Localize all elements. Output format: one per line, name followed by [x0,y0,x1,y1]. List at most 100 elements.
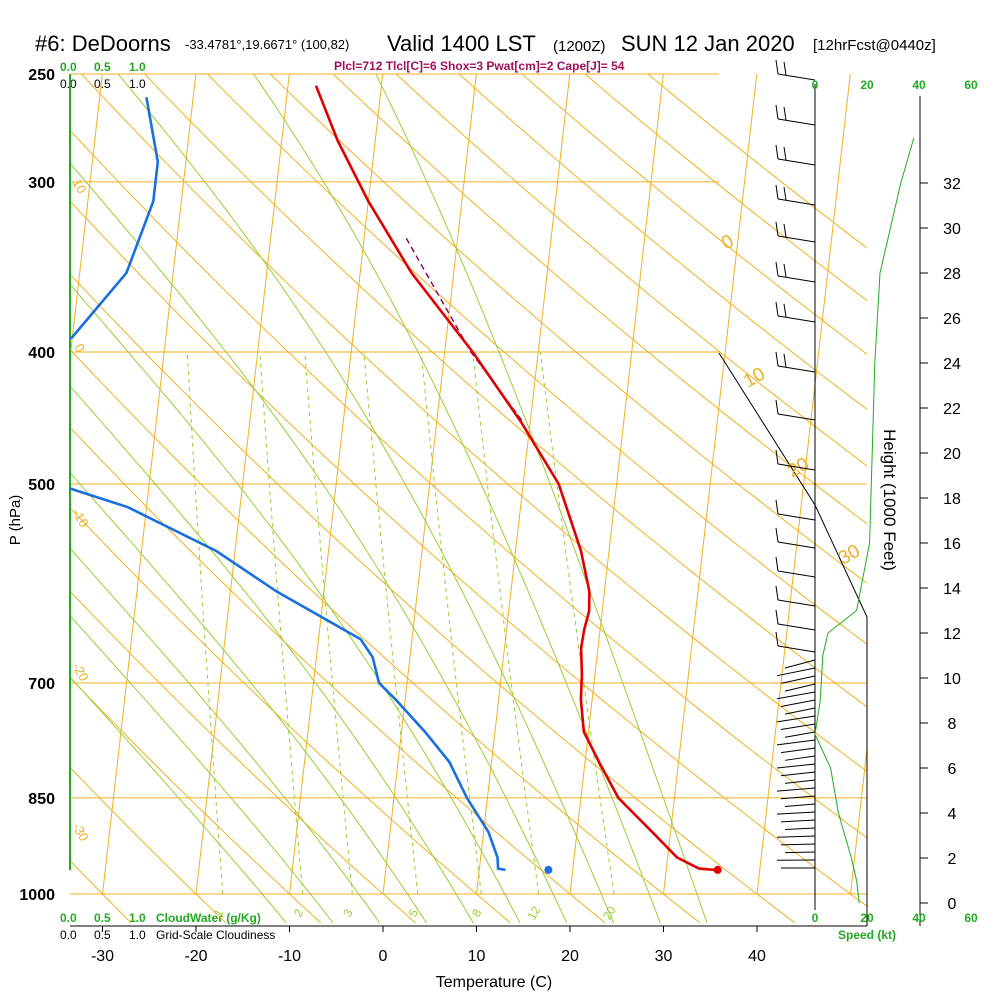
stability-indices: Plcl=712 Tlcl[C]=6 Shox=3 Pwat[cm]=2 Cap… [334,59,625,73]
wind-barbs [775,59,816,869]
temperature-tick-label: 0 [379,948,388,965]
isotherm-lines [70,74,867,895]
x-axis-label: Temperature (C) [436,974,552,991]
dry-adiabat [332,74,867,525]
moist-adiabat [117,74,614,924]
dry-adiabat [70,348,701,924]
wind-barb [784,707,816,715]
wind-barb [777,235,816,243]
wind-barb [776,811,816,815]
height-tick-label: 24 [943,356,961,373]
surface-temperature-marker [713,865,722,874]
wind-barb [783,303,787,318]
pressure-tick-label: 400 [28,345,55,362]
cloudwater-tick-0: 0.0 [60,60,77,74]
wind-barb [784,683,816,692]
moist-adiabat [70,547,381,924]
isobar-lines [70,73,867,895]
isotherm--40 [70,74,103,363]
wind-barb [775,609,779,625]
isotherm--30 [102,74,197,895]
cloudiness-bottom-1: 0.5 [94,928,111,942]
wind-barb [775,527,779,543]
wind-barb [775,261,779,277]
moist-adiabat [70,283,521,924]
wind-barb [777,570,816,578]
pressure-tick-label: 500 [28,477,55,494]
moist-adiabat [70,385,474,924]
height-axis-label: Height (1000 Feet) [880,429,899,571]
mixing-ratio-label: 20 [600,903,619,922]
pressure-tick-label: 700 [28,676,55,693]
wind-barb [776,691,816,700]
cloudwater-tick-1: 0.5 [94,60,111,74]
height-tick-label: 32 [943,176,961,193]
wind-barb [776,763,816,769]
cloudiness-bottom-0: 0.0 [60,928,77,942]
wind-barb [775,556,779,572]
dry-adiabat [70,676,322,924]
wind-barb [780,675,816,684]
wind-barb [780,843,816,846]
cloudwater-bottom-0: 0.0 [60,911,77,925]
wind-barb [777,198,816,206]
dry-adiabat [70,507,511,924]
title-valid: Valid 1400 LST [387,31,536,56]
wind-barb [777,413,816,421]
height-tick-label: 22 [943,401,961,418]
cloudiness-label: Grid-Scale Cloudiness [156,928,275,942]
wind-barb [783,186,787,201]
speed-tick-top: 20 [860,78,874,92]
pressure-tick-label: 1000 [19,887,55,904]
wind-barb [784,779,816,784]
wind-barb [780,795,816,800]
mixing-ratio-line-3 [304,351,353,895]
moist-adiabat [253,74,661,924]
dry-adiabat-lines [70,74,867,924]
wind-barb [775,351,779,367]
wind-barb [783,263,787,278]
isotherm-40 [756,74,851,895]
temperature-tick-label: 10 [468,948,486,965]
wind-barb [776,787,816,792]
cloudiness-tick-0: 0.0 [60,77,77,91]
moist-adiabat [375,74,708,924]
height-tick-label: 12 [943,626,961,643]
dry-adiabat [395,74,867,467]
wind-barb [784,659,816,669]
wind-barb [775,399,779,415]
moist-adiabat [70,614,334,924]
wind-barb [780,819,816,823]
cloudwater-tick-2: 1.0 [129,60,146,74]
isotherm--10 [289,74,384,895]
dry-adiabat [70,200,867,907]
wind-barb [775,301,779,317]
temperature-tick-label: 40 [748,948,766,965]
height-tick-label: 16 [943,536,961,553]
top-legend: 0.0 0.5 1.0 0.0 0.5 1.0 [60,60,146,91]
height-tick-label: 0 [948,896,957,913]
wind-barb [784,731,816,738]
speed-tick-bottom: 40 [912,911,926,925]
dry-adiabat [521,74,867,355]
mixing-ratio-label: 12 [525,903,544,922]
wind-barb [775,184,779,200]
wind-barb [784,803,816,807]
temperature-tick-label: 20 [561,948,579,965]
wind-barb [777,275,816,283]
wind-barb [777,463,816,471]
wind-barb [775,221,779,237]
dry-adiabat [70,273,796,924]
wind-barb [776,715,816,723]
dry-adiabat [206,74,867,645]
moist-adiabat [70,676,287,924]
wind-barb [783,353,787,368]
wind-barb [777,315,816,323]
dry-adiabat [70,426,606,924]
pressure-tick-label: 300 [28,175,55,192]
wind-barb [776,835,816,838]
height-tick-label: 14 [943,581,961,598]
speed-tick-bottom: 60 [964,911,978,925]
surface-dewpoint-marker [544,865,553,874]
